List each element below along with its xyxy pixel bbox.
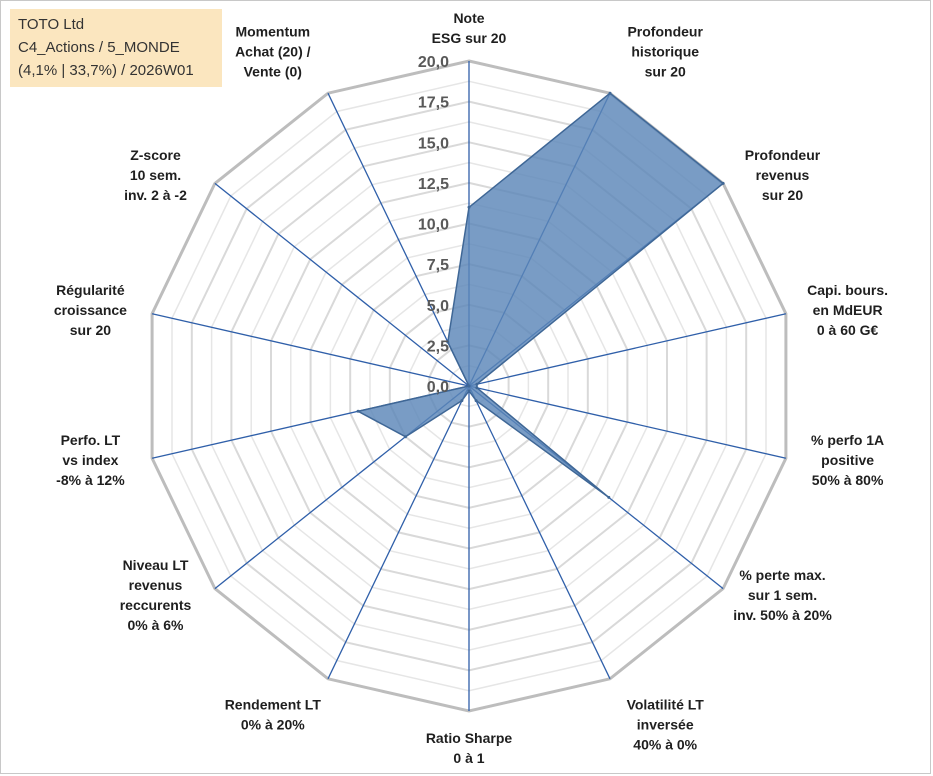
axis-spoke [327, 92, 470, 387]
radar-tick-labels: 0,0 2,5 5,0 7,5 10,0 12,5 15,0 17,5 20,0 [418, 54, 449, 396]
axis-label-line: revenus [756, 167, 810, 183]
axis-label: Capi. bours. en MdEUR 0 à 60 G€ [807, 282, 888, 338]
axis-label-line: en MdEUR [813, 302, 883, 318]
axis-label-line: ESG sur 20 [432, 30, 507, 46]
axis-label-line: 10 sem. [130, 167, 181, 183]
data-point [404, 435, 407, 439]
axis-label-line: sur 1 sem. [748, 587, 817, 603]
axis-spoke [214, 182, 470, 387]
radar-series [355, 91, 725, 499]
info-company: TOTO Ltd [18, 16, 85, 33]
data-point [475, 386, 479, 390]
axis-label-line: Momentum [235, 23, 310, 39]
axis-label-line: Ratio Sharpe [426, 730, 513, 746]
tick-label: 20,0 [418, 54, 449, 71]
info-category: C4_Actions / 5_MONDE [18, 39, 180, 56]
axis-label-line: 0% à 6% [127, 617, 184, 633]
axis-spoke [327, 385, 470, 680]
axis-label: Volatilité LT inversée 40% à 0% [627, 697, 705, 753]
axis-label-line: % perte max. [739, 567, 825, 583]
axis-label-line: sur 20 [762, 187, 803, 203]
axis-label: Régularité croissance sur 20 [54, 282, 127, 338]
axis-label-line: -8% à 12% [56, 472, 125, 488]
axis-label-line: Niveau LT [123, 557, 189, 573]
axis-label-line: Volatilité LT [627, 697, 705, 713]
axis-label-line: Note [453, 10, 484, 26]
axis-label-line: Vente (0) [244, 63, 302, 79]
tick-label: 10,0 [418, 217, 449, 234]
axis-label-line: inv. 2 à -2 [124, 187, 187, 203]
axis-label-line: Z-score [130, 147, 181, 163]
axis-label-line: 0 à 1 [453, 750, 484, 766]
tick-label: 17,5 [418, 95, 449, 112]
axis-label-line: sur 20 [645, 63, 686, 79]
tick-label: 0,0 [427, 379, 449, 396]
axis-spoke [468, 385, 611, 680]
axis-label: Perfo. LT vs index -8% à 12% [56, 432, 125, 488]
data-point [475, 382, 479, 386]
axis-label: % perfo 1A positive 50% à 80% [811, 432, 884, 488]
axis-label-line: Profondeur [627, 23, 703, 39]
axis-label-line: Achat (20) / [235, 43, 311, 59]
axis-label: % perte max. sur 1 sem. inv. 50% à 20% [733, 567, 832, 623]
axis-label-line: 0% à 20% [241, 717, 305, 733]
axis-label: Niveau LT revenus reccurents 0% à 6% [120, 557, 192, 633]
axis-label-line: inversée [637, 717, 694, 733]
tick-label: 12,5 [418, 176, 449, 193]
axis-label: Note ESG sur 20 [432, 10, 507, 46]
axis-label-line: Rendement LT [225, 697, 322, 713]
tick-label: 15,0 [418, 135, 449, 152]
axis-label-line: Régularité [56, 282, 125, 298]
axis-label: Momentum Achat (20) / Vente (0) [235, 23, 311, 79]
axis-label-line: croissance [54, 302, 127, 318]
data-point [467, 384, 471, 388]
axis-spoke [468, 313, 787, 387]
axis-label-line: 50% à 80% [812, 472, 884, 488]
data-point [467, 205, 471, 209]
data-point [474, 399, 478, 403]
info-period: (4,1% | 33,7%) / 2026W01 [18, 62, 194, 79]
axis-label-line: sur 20 [70, 322, 111, 338]
data-point [608, 91, 612, 95]
axis-label: Profondeur revenus sur 20 [745, 147, 821, 203]
data-point [607, 495, 611, 499]
data-point [446, 340, 450, 344]
data-point [721, 181, 725, 185]
info-box: TOTO Ltd C4_Actions / 5_MONDE (4,1% | 33… [10, 9, 222, 87]
axis-label-line: 40% à 0% [633, 737, 697, 753]
data-point [460, 399, 464, 403]
axis-label: Profondeur historique sur 20 [627, 23, 703, 79]
axis-label: Rendement LT 0% à 20% [225, 697, 322, 733]
axis-label-line: reccurents [120, 597, 192, 613]
axis-label-line: inv. 50% à 20% [733, 607, 832, 623]
axis-label-line: % perfo 1A [811, 432, 884, 448]
axis-label-line: historique [631, 43, 699, 59]
radar-axis-labels: Note ESG sur 20 Profondeur historique sur 20… [54, 10, 888, 766]
data-point [467, 389, 471, 393]
axis-label: Z-score 10 sem. inv. 2 à -2 [124, 147, 187, 203]
axis-spoke [151, 313, 470, 387]
axis-label-line: Perfo. LT [61, 432, 121, 448]
data-point [356, 409, 360, 413]
axis-label-line: vs index [62, 452, 118, 468]
tick-label: 5,0 [427, 298, 449, 315]
axis-spoke [468, 385, 787, 459]
axis-label-line: Capi. bours. [807, 282, 888, 298]
series-area [355, 92, 725, 499]
tick-label: 7,5 [427, 257, 449, 274]
axis-label: Ratio Sharpe 0 à 1 [426, 730, 513, 766]
tick-label: 2,5 [427, 338, 449, 355]
axis-label-line: revenus [129, 577, 183, 593]
axis-label-line: Profondeur [745, 147, 821, 163]
axis-label-line: 0 à 60 G€ [817, 322, 879, 338]
axis-label-line: positive [821, 452, 874, 468]
